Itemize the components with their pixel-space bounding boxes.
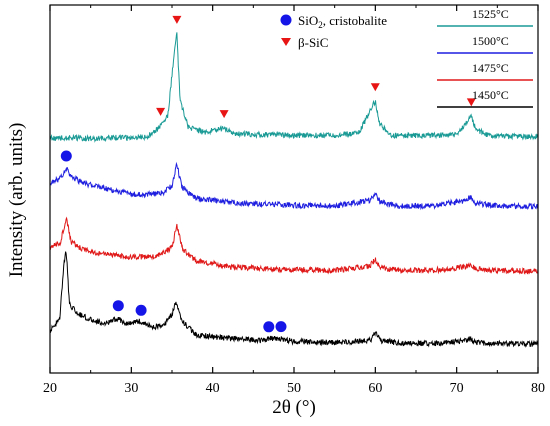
legend-sic-label: β-SiC [298,35,328,50]
sic-marker [370,83,380,92]
sic-marker [156,107,166,116]
x-tick-label: 60 [368,381,382,396]
series-line-1450c [49,251,539,348]
x-tick-label: 80 [531,381,545,396]
legend-layer: 1525°C 1500°C 1475°C 1450°C SiO2, cristobali… [280,7,533,108]
cristobalite-marker [275,321,287,333]
cristobalite-marker [263,321,275,333]
x-tick-label: 70 [450,381,464,396]
legend-cristobalite-label: SiO2, cristobalite [298,13,387,30]
cristobalite-marker [112,300,124,312]
legend-label-1525c: 1525°C [472,7,509,21]
series-line-1475c [49,216,539,275]
axes-layer: 20 30 40 50 60 70 80 [43,4,545,396]
x-axis-title: 2θ (°) [272,397,316,418]
x-tick-label: 30 [124,381,138,396]
cristobalite-marker [135,304,147,316]
y-axis-title: Intensity (arb. units) [6,123,27,278]
x-tick-label: 40 [206,381,220,396]
sic-marker [219,110,229,119]
peak-marker-layer [60,15,476,333]
legend-label-1500c: 1500°C [472,34,509,48]
x-tick-label: 50 [287,381,301,396]
series-line-1500c [49,161,539,211]
series-line-1525c [49,32,539,143]
legend-label-1475c: 1475°C [472,61,509,75]
legend-sic-marker [281,38,291,46]
x-tick-label: 20 [43,381,57,396]
legend-label-1450c: 1450°C [472,88,509,102]
legend-cristobalite-marker [280,14,292,26]
sic-marker [466,98,476,107]
cristobalite-marker [60,150,72,162]
series-layer [49,32,539,348]
sic-marker [172,15,182,24]
